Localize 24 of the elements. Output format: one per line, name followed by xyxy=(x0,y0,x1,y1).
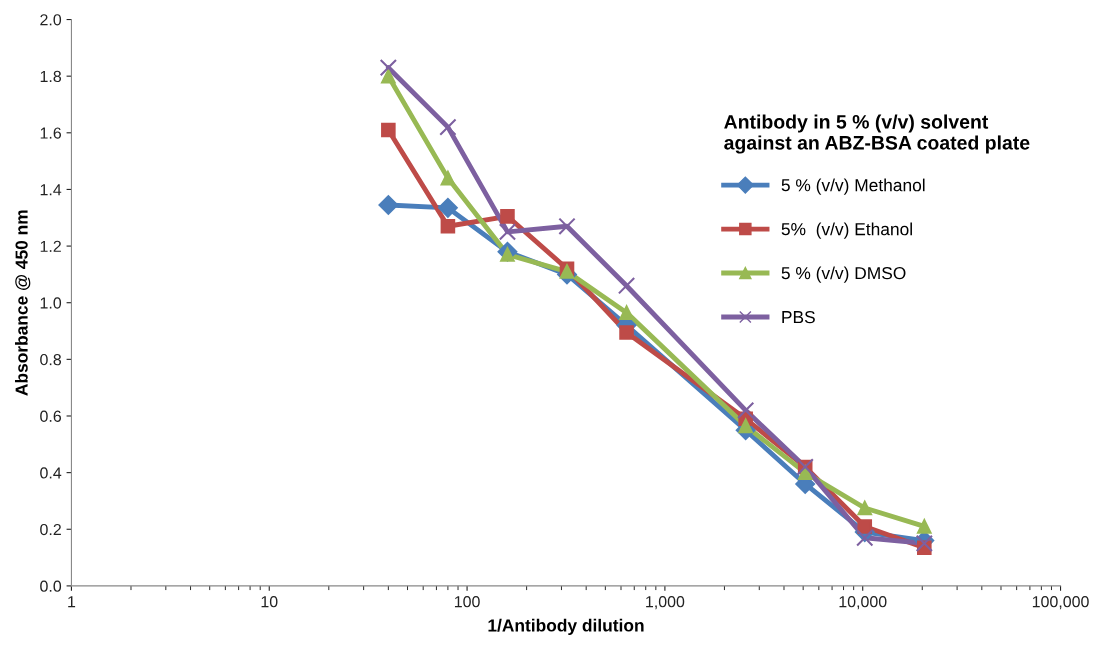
x-tick-label: 10 xyxy=(261,596,278,608)
x-tick-label: 1 xyxy=(68,596,76,608)
legend-label: 5% (v/v) Ethanol xyxy=(781,222,912,239)
y-tick-label: 1.8 xyxy=(40,70,62,83)
y-tick-label: 0.4 xyxy=(40,467,62,479)
y-tick-label: 2.0 xyxy=(40,14,62,26)
x-tick-label: 100 xyxy=(454,596,480,608)
x-tick-label: 1,000 xyxy=(646,596,685,610)
y-tick-label: 0.6 xyxy=(40,410,62,422)
y-tick-label: 1.2 xyxy=(40,240,61,252)
x-tick-label: 100,000 xyxy=(1032,596,1089,610)
y-axis-title: Absorbance @ 450 nm xyxy=(14,210,31,396)
y-tick-label: 1.6 xyxy=(40,127,62,139)
x-tick-label: 10,000 xyxy=(839,596,887,610)
legend-label: 5 % (v/v) Methanol xyxy=(781,178,925,195)
y-tick-label: 0.8 xyxy=(40,353,62,366)
x-axis-title: 1/Antibody dilution xyxy=(488,618,644,636)
y-tick-label: 1.0 xyxy=(40,297,62,309)
y-tick-label: 0.0 xyxy=(40,580,62,592)
legend-label: 5 % (v/v) DMSO xyxy=(781,266,906,283)
y-tick-label: 0.2 xyxy=(40,523,61,536)
y-tick-label: 1.4 xyxy=(40,184,62,196)
legend-title: Antibody in 5 % (v/v) solvent against an ABZ-BSA coated plate xyxy=(724,114,1030,154)
legend-label: PBS xyxy=(782,310,815,324)
